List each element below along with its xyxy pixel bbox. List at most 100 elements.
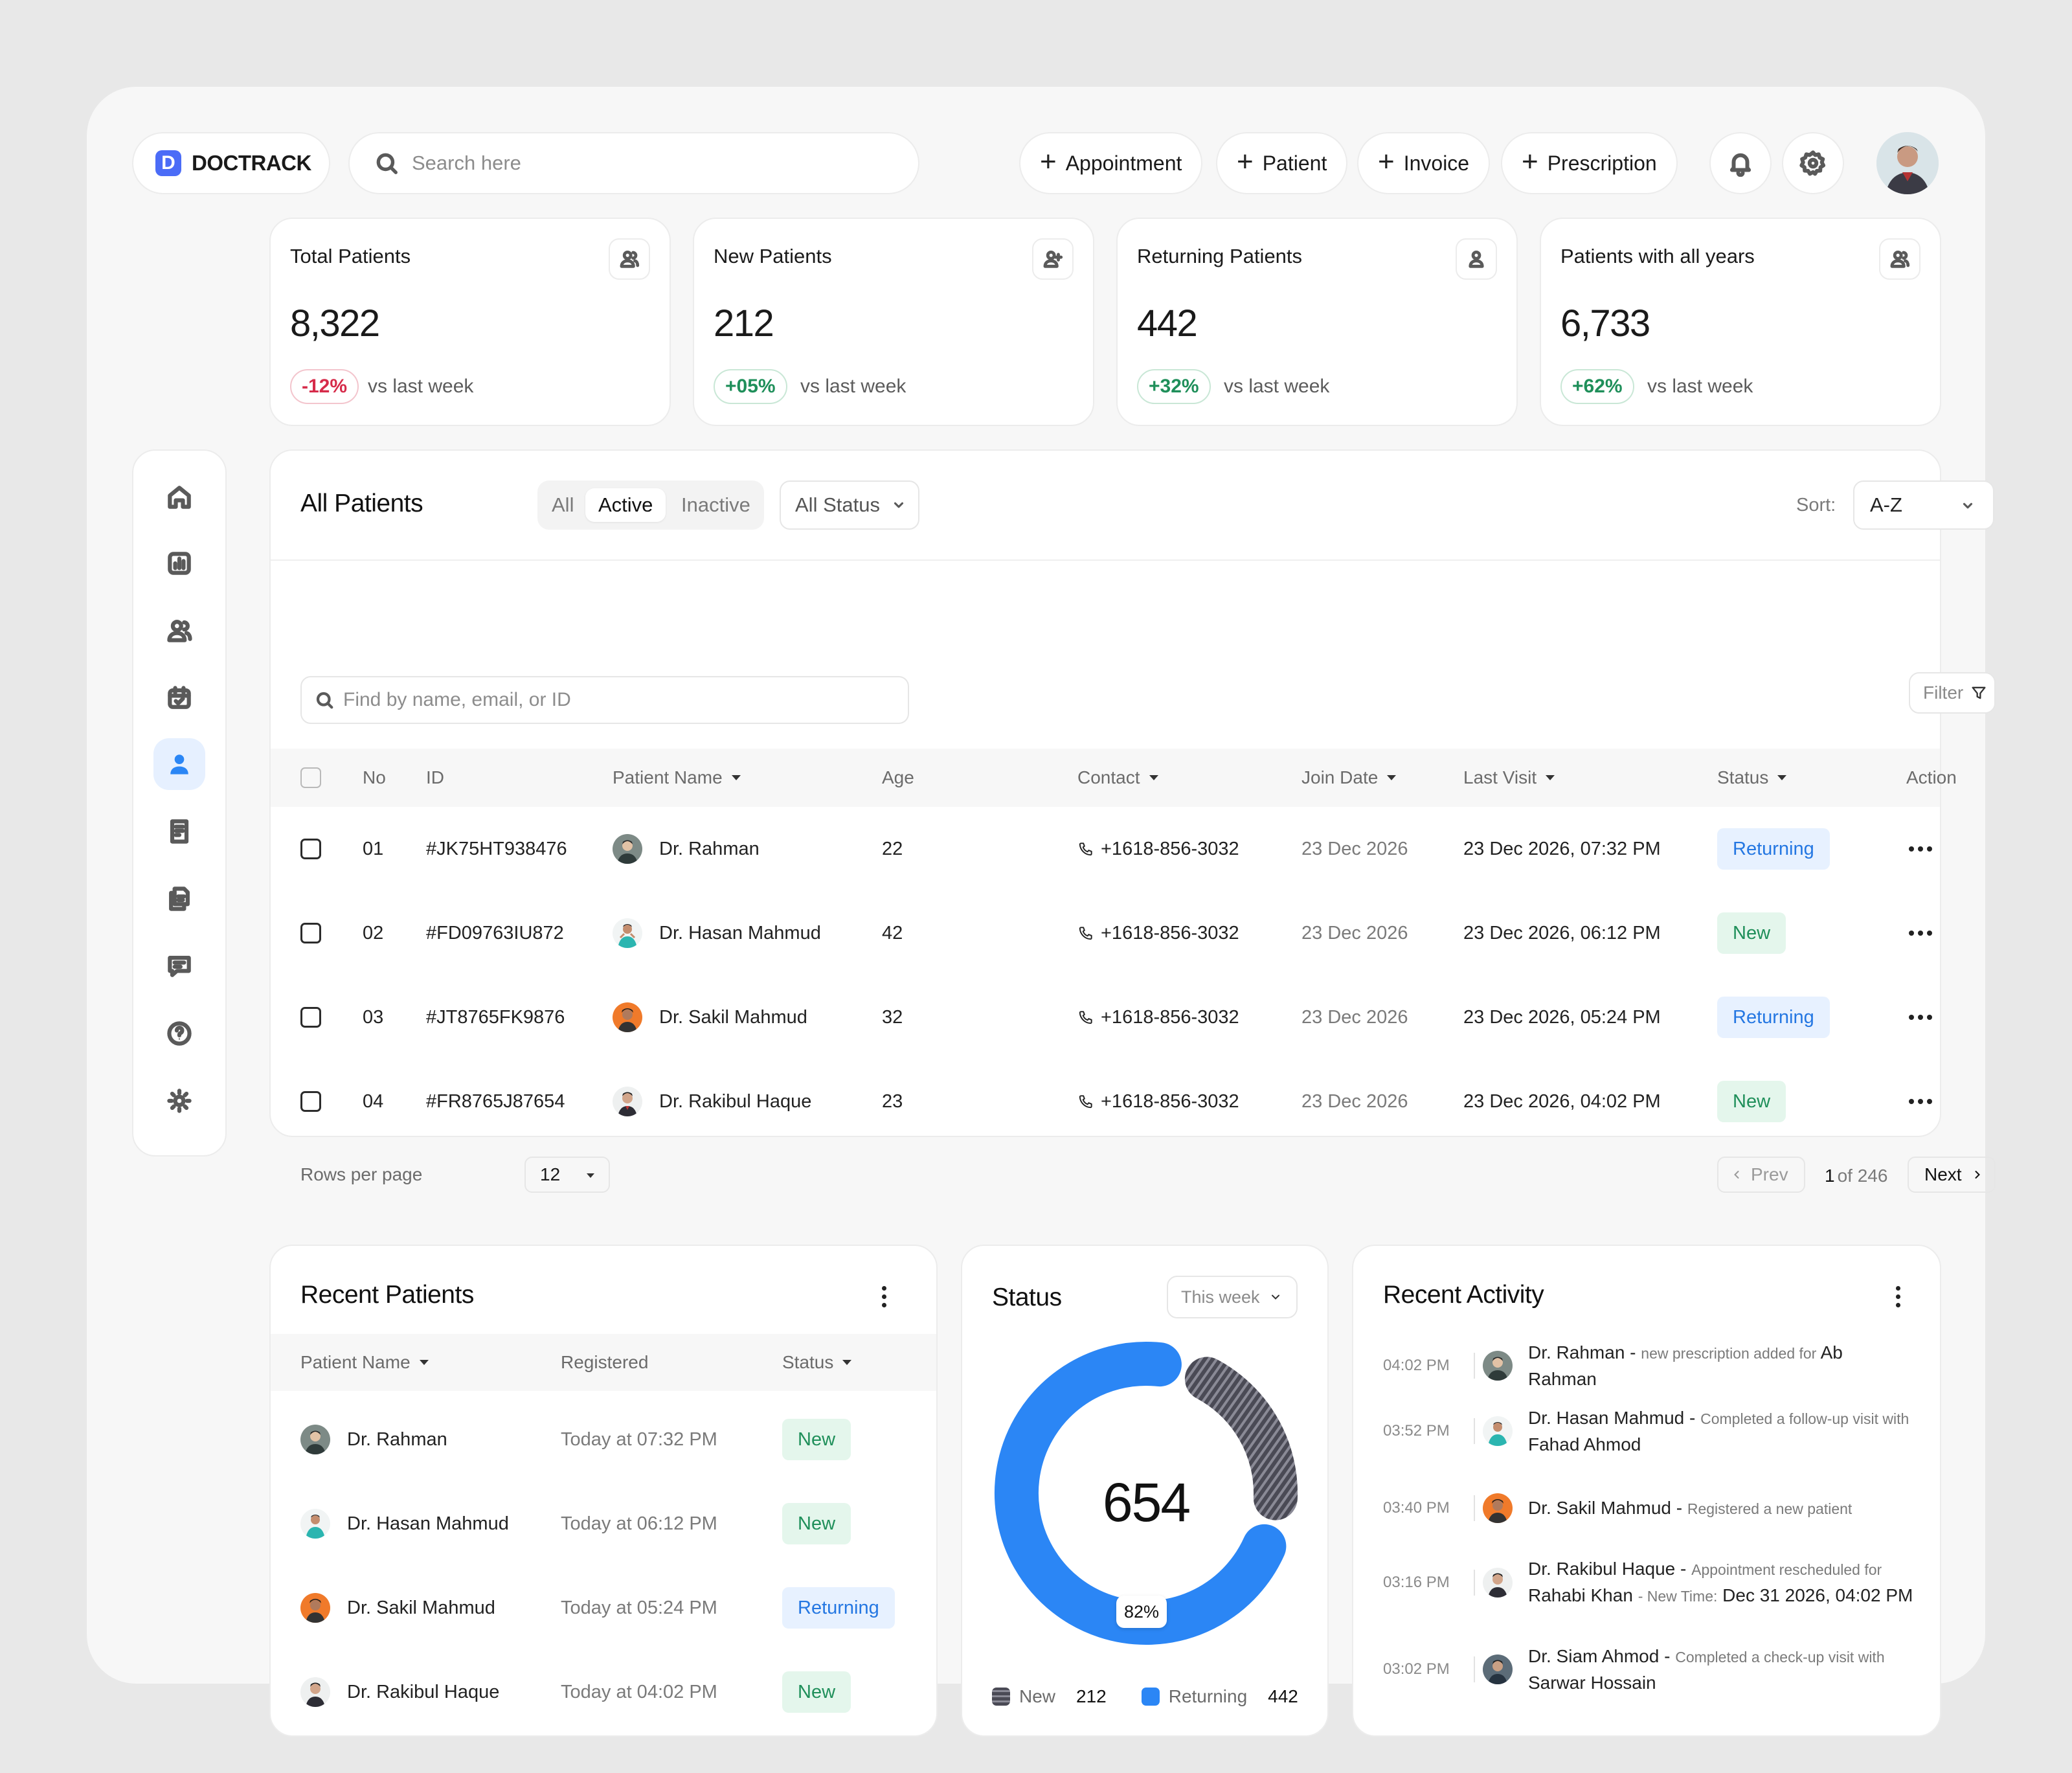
tab-inactive[interactable]: Inactive xyxy=(681,493,750,516)
tab-active[interactable]: Active xyxy=(585,488,666,522)
sidebar-item-theme[interactable] xyxy=(153,1075,205,1127)
col-status[interactable]: Status xyxy=(1717,749,1787,807)
add-appointment-button[interactable]: + Appointment xyxy=(1019,132,1203,194)
more-icon[interactable] xyxy=(1909,931,1932,936)
sidebar-item-reports[interactable] xyxy=(153,806,205,857)
stat-title: Patients with all years xyxy=(1560,245,1755,267)
brand-logo[interactable]: D DOCTRACK xyxy=(132,132,330,194)
activity-time: 03:40 PM xyxy=(1383,1499,1450,1517)
avatar xyxy=(613,918,642,948)
table-row[interactable]: 02 #FD09763IU872 Dr. Hasan Mahmud 42 +16… xyxy=(271,891,1940,975)
list-item[interactable]: Dr. Rahman Today at 07:32 PM New xyxy=(271,1397,936,1482)
stat-value: 8,322 xyxy=(290,302,380,344)
sidebar-item-patients[interactable] xyxy=(153,738,205,790)
row-id: #FD09763IU872 xyxy=(426,922,564,943)
col-last-visit[interactable]: Last Visit xyxy=(1463,749,1555,807)
phone-icon xyxy=(1077,925,1094,942)
user-avatar[interactable] xyxy=(1876,132,1939,194)
find-patient-input[interactable]: Find by name, email, or ID xyxy=(300,676,909,724)
activity-item[interactable]: 04:02 PM Dr. Rahman - new prescription a… xyxy=(1383,1342,1914,1389)
status-badge: Returning xyxy=(1717,997,1830,1038)
col-status[interactable]: Status xyxy=(782,1334,852,1391)
stat-change-badge: +62% xyxy=(1560,369,1634,404)
avatar xyxy=(613,834,642,864)
period-dropdown[interactable]: This week xyxy=(1167,1276,1298,1318)
patient-name: Dr. Hasan Mahmud xyxy=(347,1513,509,1534)
patient-icon xyxy=(165,750,194,778)
status-filter-value: All Status xyxy=(795,493,880,516)
page-indicator: 1 of 246 xyxy=(1825,1166,1887,1186)
row-checkbox[interactable] xyxy=(300,1007,321,1028)
caret-down-icon xyxy=(1777,775,1787,780)
patient-name: Dr. Sakil Mahmud xyxy=(347,1597,495,1618)
col-patient-name[interactable]: Patient Name xyxy=(300,1334,429,1391)
row-patient-name[interactable]: Dr. Hasan Mahmud xyxy=(659,922,821,943)
row-no: 01 xyxy=(363,838,384,859)
list-item[interactable]: Dr. Hasan Mahmud Today at 06:12 PM New xyxy=(271,1482,936,1566)
status-filter-dropdown[interactable]: All Status xyxy=(780,480,919,530)
more-vertical-icon[interactable] xyxy=(882,1286,886,1307)
sidebar-item-documents[interactable] xyxy=(153,873,205,925)
row-checkbox[interactable] xyxy=(300,1091,321,1112)
row-checkbox[interactable] xyxy=(300,839,321,859)
sidebar-item-users[interactable] xyxy=(153,605,205,657)
activity-item[interactable]: 03:16 PM Dr. Rakibul Haque - Appointment… xyxy=(1383,1550,1914,1615)
sidebar-item-messages[interactable] xyxy=(153,940,205,992)
more-icon[interactable] xyxy=(1909,1015,1932,1020)
filter-button[interactable]: Filter xyxy=(1909,672,1996,714)
sidebar-item-calendar[interactable] xyxy=(153,672,205,724)
activity-item[interactable]: 03:40 PM Dr. Sakil Mahmud - Registered a… xyxy=(1383,1485,1914,1531)
rows-per-page-select[interactable]: 12 xyxy=(524,1157,610,1193)
select-all-checkbox[interactable] xyxy=(300,767,321,788)
activity-item[interactable]: 03:02 PM Dr. Siam Ahmod - Completed a ch… xyxy=(1383,1637,1914,1702)
tab-all[interactable]: All xyxy=(552,493,574,516)
more-icon[interactable] xyxy=(1909,846,1932,852)
settings-button[interactable] xyxy=(1782,132,1844,194)
more-vertical-icon[interactable] xyxy=(1896,1286,1900,1307)
sidebar-item-help[interactable] xyxy=(153,1008,205,1059)
more-icon[interactable] xyxy=(1909,1099,1932,1104)
sidebar-item-analytics[interactable] xyxy=(153,537,205,589)
row-patient-name[interactable]: Dr. Sakil Mahmud xyxy=(659,1006,807,1028)
col-join-date[interactable]: Join Date xyxy=(1301,749,1397,807)
row-checkbox[interactable] xyxy=(300,923,321,943)
table-row[interactable]: 01 #JK75HT938476 Dr. Rahman 22 +1618-856… xyxy=(271,807,1940,891)
search-icon xyxy=(315,690,334,710)
table-row[interactable]: 04 #FR8765J87654 Dr. Rakibul Haque 23 +1… xyxy=(271,1059,1940,1144)
rows-per-page-value: 12 xyxy=(540,1164,561,1184)
sidebar-item-home[interactable] xyxy=(153,471,205,523)
logo-mark: D xyxy=(155,150,181,176)
next-page-button[interactable]: Next xyxy=(1908,1157,1996,1193)
activity-item[interactable]: 03:52 PM Dr. Hasan Mahmud - Completed a … xyxy=(1383,1399,1914,1463)
legend-swatch-returning xyxy=(1141,1688,1160,1706)
caret-down-icon xyxy=(1546,775,1555,780)
col-patient-name[interactable]: Patient Name xyxy=(613,749,741,807)
home-icon xyxy=(165,483,194,512)
notifications-button[interactable] xyxy=(1709,132,1772,194)
legend-swatch-new xyxy=(992,1688,1010,1706)
caret-down-icon xyxy=(842,1360,852,1365)
add-invoice-button[interactable]: + Invoice xyxy=(1357,132,1491,194)
add-patient-button[interactable]: + Patient xyxy=(1216,132,1348,194)
row-patient-name[interactable]: Dr. Rahman xyxy=(659,838,760,859)
sort-label: Sort: xyxy=(1796,495,1836,515)
row-no: 02 xyxy=(363,922,384,943)
chat-icon xyxy=(165,952,194,980)
recent-patients-card: Recent Patients Patient Name Registered … xyxy=(269,1245,938,1737)
activity-text: Dr. Hasan Mahmud - Completed a follow-up… xyxy=(1528,1407,1909,1454)
table-row[interactable]: 03 #JT8765FK9876 Dr. Sakil Mahmud 32 +16… xyxy=(271,975,1940,1059)
search-bar[interactable]: Search here xyxy=(348,132,919,194)
add-prescription-button[interactable]: + Prescription xyxy=(1501,132,1678,194)
prev-label: Prev xyxy=(1751,1164,1788,1184)
row-patient-name[interactable]: Dr. Rakibul Haque xyxy=(659,1090,812,1112)
col-id: ID xyxy=(426,767,444,787)
col-contact[interactable]: Contact xyxy=(1077,749,1158,807)
row-age: 22 xyxy=(882,838,903,859)
search-input[interactable]: Search here xyxy=(412,152,521,174)
recent-activity-card: Recent Activity 04:02 PM Dr. Rahman - ne… xyxy=(1352,1245,1941,1737)
list-item[interactable]: Dr. Sakil Mahmud Today at 05:24 PM Retur… xyxy=(271,1566,936,1650)
prev-page-button[interactable]: Prev xyxy=(1717,1157,1805,1193)
list-item[interactable]: Dr. Rakibul Haque Today at 04:02 PM New xyxy=(271,1650,936,1734)
sort-dropdown[interactable]: A-Z xyxy=(1853,480,1994,530)
stat-suffix: vs last week xyxy=(800,376,906,397)
